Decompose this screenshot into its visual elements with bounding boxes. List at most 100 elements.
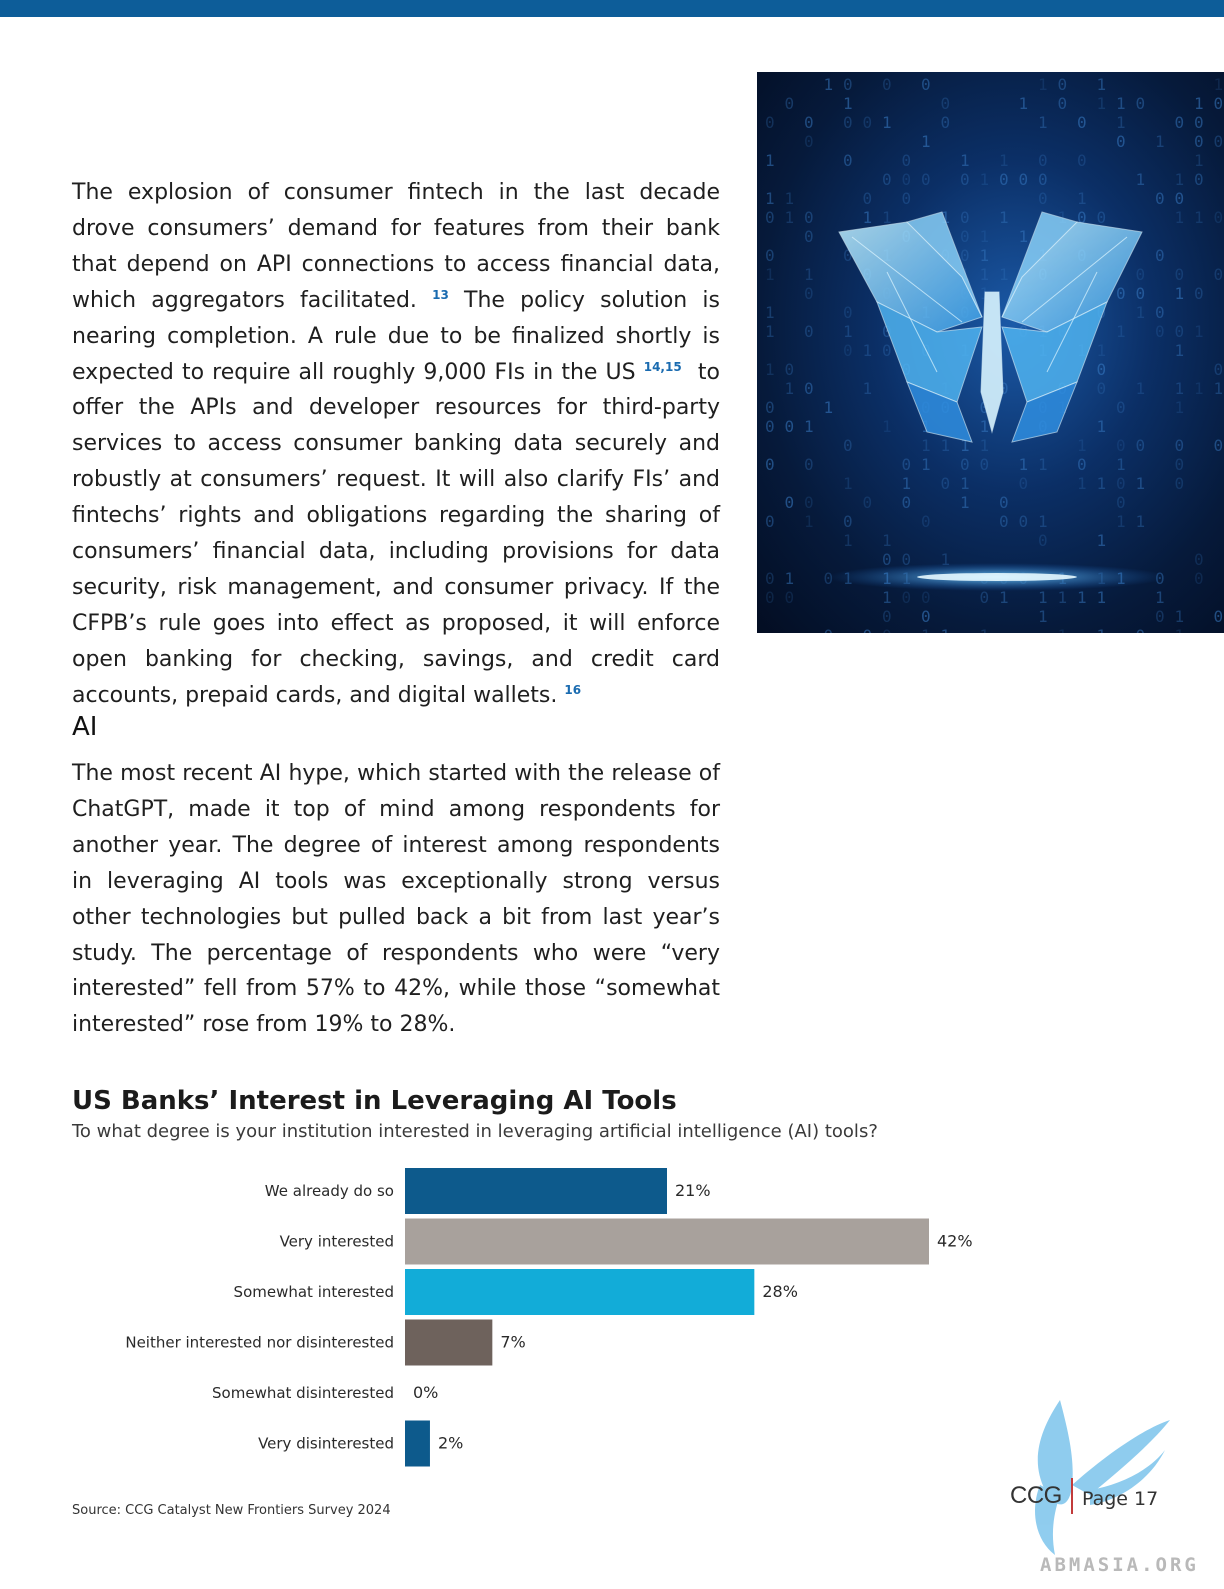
svg-text:1: 1: [980, 417, 990, 436]
svg-text:1: 1: [1155, 588, 1165, 607]
svg-text:0: 0: [1019, 512, 1029, 531]
svg-text:1: 1: [882, 531, 892, 550]
svg-text:0: 0: [921, 75, 931, 94]
category-label: Very interested: [280, 1233, 394, 1251]
svg-text:1: 1: [1214, 379, 1224, 398]
svg-text:0: 0: [843, 512, 853, 531]
svg-text:1: 1: [1116, 512, 1126, 531]
svg-text:1: 1: [980, 436, 990, 455]
bar: [405, 1218, 929, 1265]
svg-text:1: 1: [999, 265, 1009, 284]
svg-text:1: 1: [804, 512, 814, 531]
category-label: We already do so: [265, 1182, 394, 1200]
svg-text:1: 1: [785, 208, 795, 227]
svg-text:0: 0: [1019, 474, 1029, 493]
svg-text:1: 1: [1116, 113, 1126, 132]
svg-text:1: 1: [785, 189, 795, 208]
svg-text:1: 1: [1038, 607, 1048, 626]
svg-text:0: 0: [1116, 493, 1126, 512]
svg-text:0: 0: [1038, 151, 1048, 170]
svg-text:1: 1: [1194, 379, 1204, 398]
svg-text:0: 0: [1116, 398, 1126, 417]
svg-text:1: 1: [824, 75, 834, 94]
svg-text:1: 1: [1019, 455, 1029, 474]
svg-text:0: 0: [1058, 75, 1068, 94]
svg-text:0: 0: [1155, 303, 1165, 322]
svg-text:0: 0: [941, 113, 951, 132]
svg-text:1: 1: [1097, 75, 1107, 94]
data-label: 7%: [500, 1333, 525, 1352]
svg-text:1: 1: [863, 208, 873, 227]
svg-text:0: 0: [1116, 284, 1126, 303]
svg-text:1: 1: [1077, 436, 1087, 455]
svg-text:1: 1: [1175, 626, 1185, 633]
svg-text:1: 1: [804, 417, 814, 436]
top-accent-bar: [0, 0, 1224, 17]
svg-text:0: 0: [843, 341, 853, 360]
svg-text:1: 1: [1019, 227, 1029, 246]
svg-text:1: 1: [765, 151, 775, 170]
svg-text:1: 1: [882, 588, 892, 607]
footnote-ref[interactable]: 16: [564, 682, 582, 697]
svg-text:0: 0: [882, 626, 892, 633]
svg-text:1: 1: [960, 151, 970, 170]
svg-text:0: 0: [765, 246, 775, 265]
svg-text:1: 1: [1077, 474, 1087, 493]
footnote-ref[interactable]: 13: [432, 287, 449, 302]
bar: [405, 1168, 667, 1214]
svg-text:0: 0: [1038, 531, 1048, 550]
svg-text:1: 1: [1097, 588, 1107, 607]
svg-text:1: 1: [921, 626, 931, 633]
svg-text:0: 0: [1194, 113, 1204, 132]
svg-text:0: 0: [1097, 208, 1107, 227]
svg-text:1: 1: [980, 246, 990, 265]
svg-text:0: 0: [941, 94, 951, 113]
svg-text:1: 1: [941, 436, 951, 455]
svg-text:0: 0: [882, 75, 892, 94]
svg-text:1: 1: [1175, 170, 1185, 189]
svg-text:1: 1: [1136, 379, 1146, 398]
svg-text:0: 0: [804, 284, 814, 303]
svg-text:0: 0: [1214, 436, 1224, 455]
svg-text:1: 1: [1136, 512, 1146, 531]
svg-text:1: 1: [980, 265, 990, 284]
svg-text:0: 0: [980, 455, 990, 474]
svg-text:1: 1: [941, 550, 951, 569]
svg-text:0: 0: [941, 474, 951, 493]
svg-text:0: 0: [1077, 208, 1087, 227]
svg-text:1: 1: [1038, 455, 1048, 474]
svg-text:0: 0: [1194, 569, 1204, 588]
svg-text:0: 0: [921, 170, 931, 189]
paragraph-text: The policy solution is nearing completio…: [72, 287, 720, 385]
svg-text:1: 1: [1214, 75, 1224, 94]
category-label: Very disinterested: [258, 1435, 394, 1453]
svg-text:0: 0: [1058, 94, 1068, 113]
svg-text:1: 1: [999, 208, 1009, 227]
svg-text:1: 1: [941, 626, 951, 633]
svg-text:1: 1: [980, 626, 990, 633]
digital-butterfly-image: 0110011110000000110100100000100010011100…: [757, 72, 1224, 633]
svg-text:0: 0: [765, 208, 775, 227]
svg-text:1: 1: [1097, 341, 1107, 360]
svg-text:0: 0: [804, 493, 814, 512]
svg-text:1: 1: [1136, 303, 1146, 322]
footnote-ref[interactable]: 14,15: [643, 359, 682, 374]
svg-text:0: 0: [882, 550, 892, 569]
svg-text:0: 0: [843, 246, 853, 265]
svg-text:0: 0: [1175, 113, 1185, 132]
svg-text:0: 0: [1214, 208, 1224, 227]
svg-text:0: 0: [1136, 284, 1146, 303]
svg-text:1: 1: [1175, 341, 1185, 360]
svg-text:1: 1: [1077, 189, 1087, 208]
svg-text:0: 0: [785, 417, 795, 436]
svg-text:0: 0: [1136, 436, 1146, 455]
svg-text:0: 0: [1136, 265, 1146, 284]
svg-text:0: 0: [863, 189, 873, 208]
svg-text:1: 1: [1038, 588, 1048, 607]
svg-text:1: 1: [1194, 208, 1204, 227]
svg-text:0: 0: [804, 113, 814, 132]
svg-text:0: 0: [902, 151, 912, 170]
svg-text:0: 0: [843, 303, 853, 322]
data-label: 0%: [413, 1383, 438, 1402]
svg-text:0: 0: [999, 512, 1009, 531]
